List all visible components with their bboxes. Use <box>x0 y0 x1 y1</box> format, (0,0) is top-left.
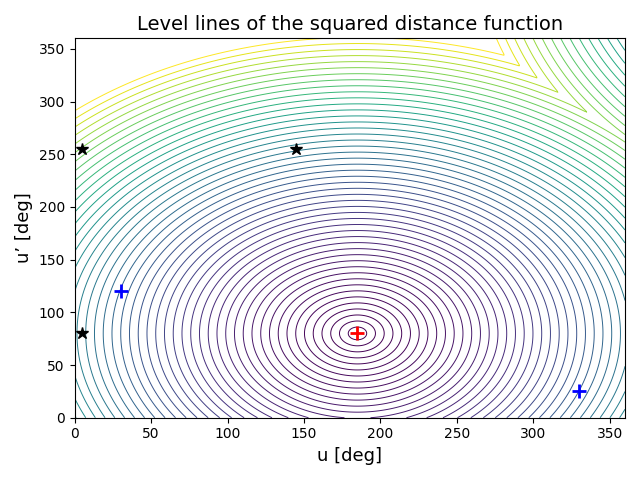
X-axis label: u [deg]: u [deg] <box>317 447 382 465</box>
Title: Level lines of the squared distance function: Level lines of the squared distance func… <box>137 15 563 34</box>
Y-axis label: u’ [deg]: u’ [deg] <box>15 192 33 264</box>
